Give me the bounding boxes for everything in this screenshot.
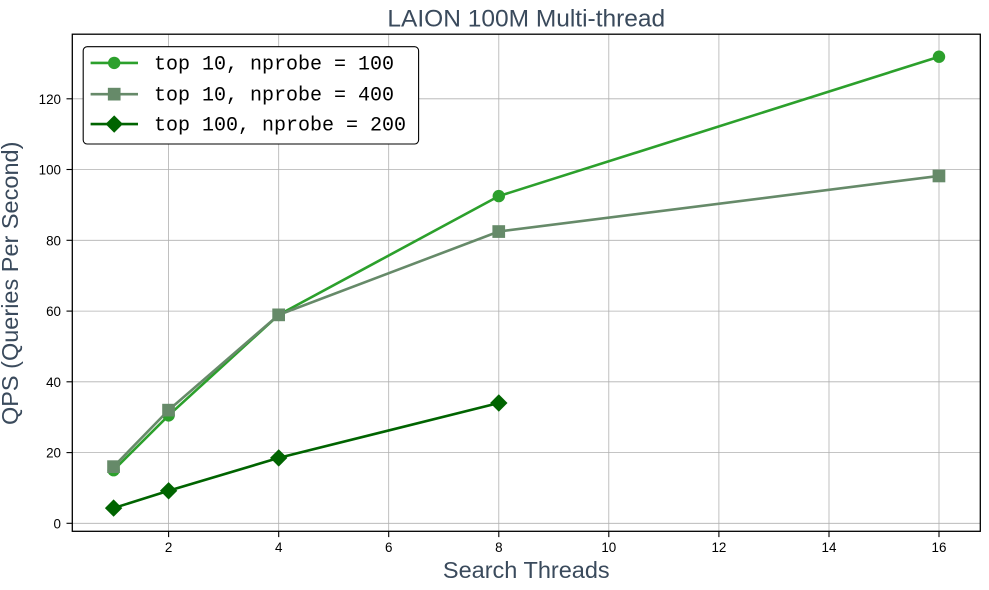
svg-text:8: 8 <box>495 540 502 555</box>
svg-text:top 100, nprobe = 200: top 100, nprobe = 200 <box>154 114 406 137</box>
svg-text:top 10, nprobe = 400: top 10, nprobe = 400 <box>154 85 394 108</box>
svg-text:LAION 100M Multi-thread: LAION 100M Multi-thread <box>387 6 665 33</box>
svg-text:12: 12 <box>711 540 726 555</box>
svg-text:120: 120 <box>39 92 61 107</box>
svg-text:16: 16 <box>932 540 947 555</box>
svg-text:20: 20 <box>46 446 61 461</box>
svg-text:100: 100 <box>39 163 61 178</box>
svg-text:0: 0 <box>54 516 61 531</box>
svg-text:4: 4 <box>275 540 283 555</box>
svg-text:10: 10 <box>601 540 616 555</box>
svg-text:Search Threads: Search Threads <box>443 557 610 583</box>
svg-text:14: 14 <box>822 540 837 555</box>
svg-text:60: 60 <box>46 304 61 319</box>
svg-text:6: 6 <box>385 540 392 555</box>
svg-text:QPS (Queries Per Second): QPS (Queries Per Second) <box>0 142 23 425</box>
svg-text:80: 80 <box>46 233 61 248</box>
svg-text:40: 40 <box>46 375 61 390</box>
svg-text:2: 2 <box>165 540 172 555</box>
svg-text:top 10, nprobe = 100: top 10, nprobe = 100 <box>154 53 394 76</box>
